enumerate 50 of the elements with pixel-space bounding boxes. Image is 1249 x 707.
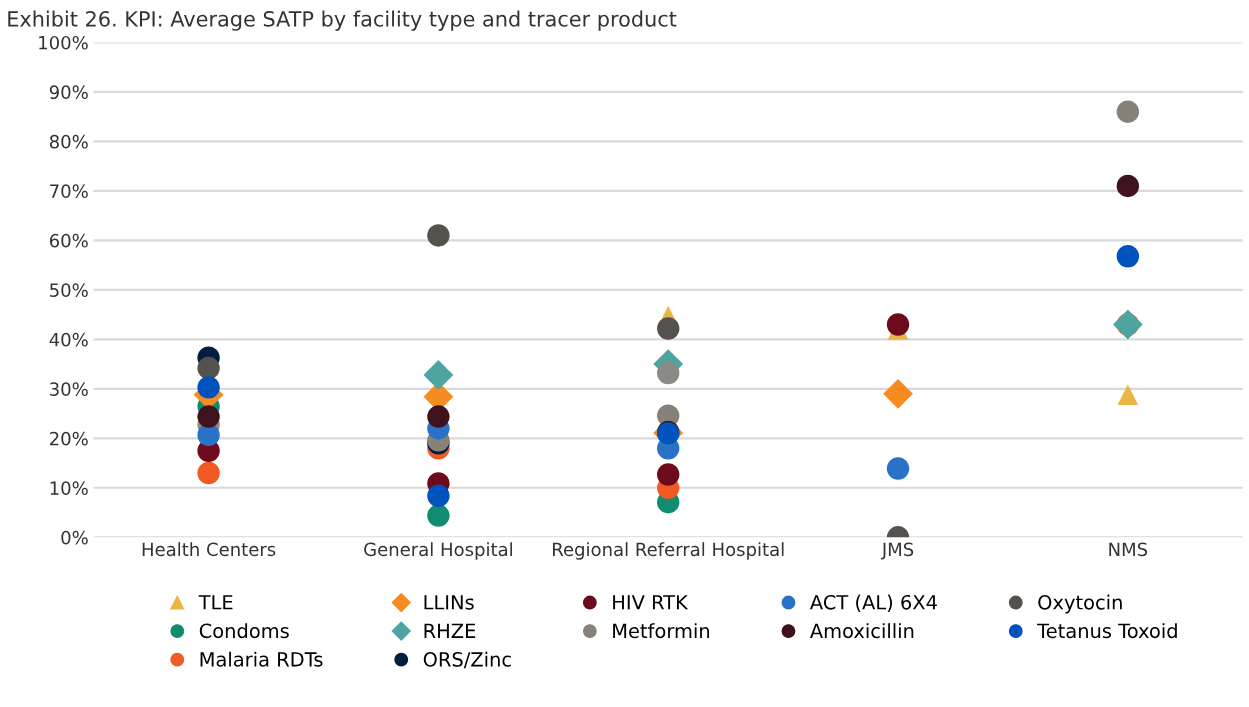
point xyxy=(657,463,680,486)
y-tick-label: 0% xyxy=(61,530,88,545)
point xyxy=(423,360,454,390)
y-tick-label: 10% xyxy=(50,481,88,495)
legend-label: Tetanus Toxoid xyxy=(1037,623,1177,639)
point xyxy=(1117,384,1139,406)
point xyxy=(1116,245,1140,268)
legend-label: Oxytocin xyxy=(1038,594,1122,614)
point xyxy=(427,484,450,507)
point xyxy=(886,457,910,480)
y-tick-label: 40% xyxy=(49,332,88,347)
legend-label: LLINs xyxy=(424,595,474,610)
y-tick-label: 30% xyxy=(50,382,88,396)
point xyxy=(1116,100,1140,123)
point xyxy=(657,317,680,340)
x-tick-label: General Hospital xyxy=(364,542,512,560)
point xyxy=(197,461,220,485)
y-tick-label: 90% xyxy=(49,85,88,100)
legend-label: Malaria RDTs xyxy=(200,651,323,667)
y-tick-label: 80% xyxy=(49,134,88,149)
x-tick-label: JMS xyxy=(880,542,914,560)
chart-title: Exhibit 26. KPI: Average SATP by facility type and tracer product xyxy=(8,10,677,31)
point xyxy=(886,313,910,336)
point xyxy=(197,423,220,447)
legend-label: Amoxicillin xyxy=(809,623,914,639)
x-tick-label: Health Centers xyxy=(142,542,276,557)
legend-label: TLE xyxy=(198,595,233,610)
point xyxy=(427,504,450,527)
y-tick-label: 50% xyxy=(50,283,88,297)
point xyxy=(427,405,450,428)
y-tick-label: 20% xyxy=(50,431,88,446)
legend-label: ORS/Zinc xyxy=(423,651,511,669)
point xyxy=(883,378,913,409)
point xyxy=(197,405,220,428)
y-tick-label: 100% xyxy=(39,35,88,50)
x-tick-label: Regional Referral Hospital xyxy=(553,542,784,560)
point xyxy=(657,361,680,385)
point xyxy=(1116,174,1140,198)
legend-label: ACT (AL) 6X4 xyxy=(809,594,937,612)
legend-label: Metformin xyxy=(613,623,710,639)
y-tick-label: 60% xyxy=(49,233,88,248)
legend-label: Condoms xyxy=(199,623,289,639)
point xyxy=(427,224,450,247)
legend-label: HIV RTK xyxy=(613,595,689,610)
legend-label: RHZE xyxy=(424,623,476,638)
point xyxy=(197,376,220,399)
x-tick-label: NMS xyxy=(1109,542,1148,557)
y-tick-label: 70% xyxy=(50,184,88,199)
point xyxy=(197,356,220,380)
point xyxy=(1112,309,1143,340)
